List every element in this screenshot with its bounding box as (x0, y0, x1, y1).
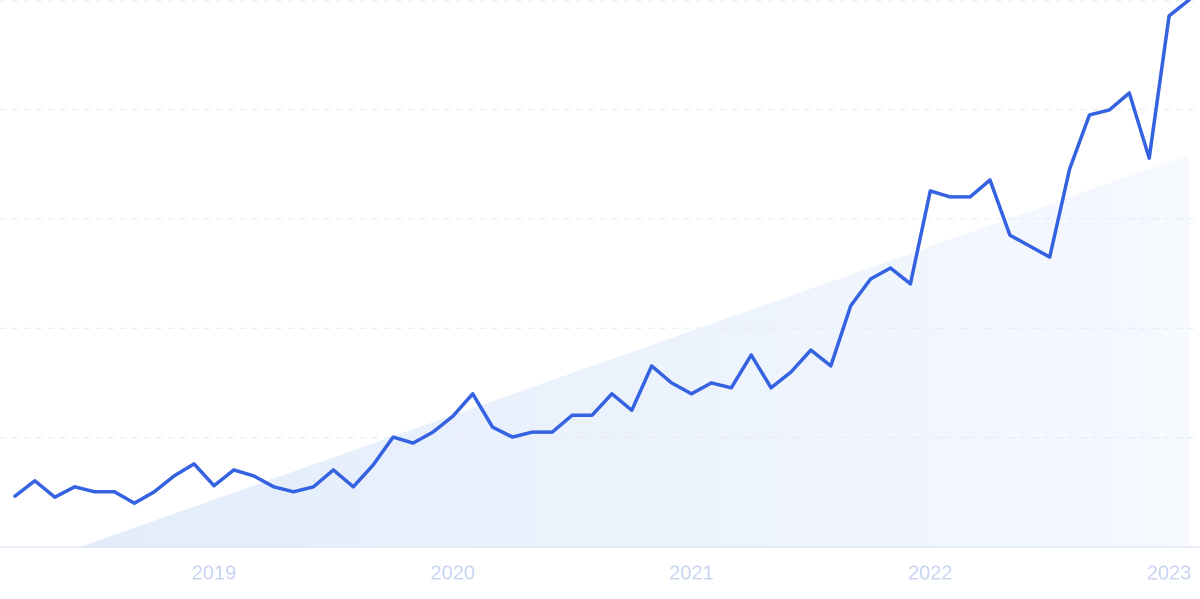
trend-line (13, 0, 1191, 505)
x-tick-label: 2020 (431, 562, 476, 584)
x-tick-label: 2022 (908, 562, 953, 584)
x-tick-label: 2023 (1147, 562, 1192, 584)
x-tick-label: 2021 (669, 562, 714, 584)
x-tick-label: 2019 (192, 562, 237, 584)
trend-area (80, 155, 1189, 547)
